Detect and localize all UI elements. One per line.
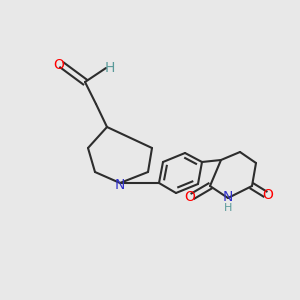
Text: O: O [54,58,64,72]
Text: O: O [184,190,195,204]
Text: N: N [115,178,125,192]
Text: O: O [262,188,273,202]
Text: H: H [105,61,115,75]
Text: N: N [223,190,233,204]
Text: H: H [224,203,232,213]
